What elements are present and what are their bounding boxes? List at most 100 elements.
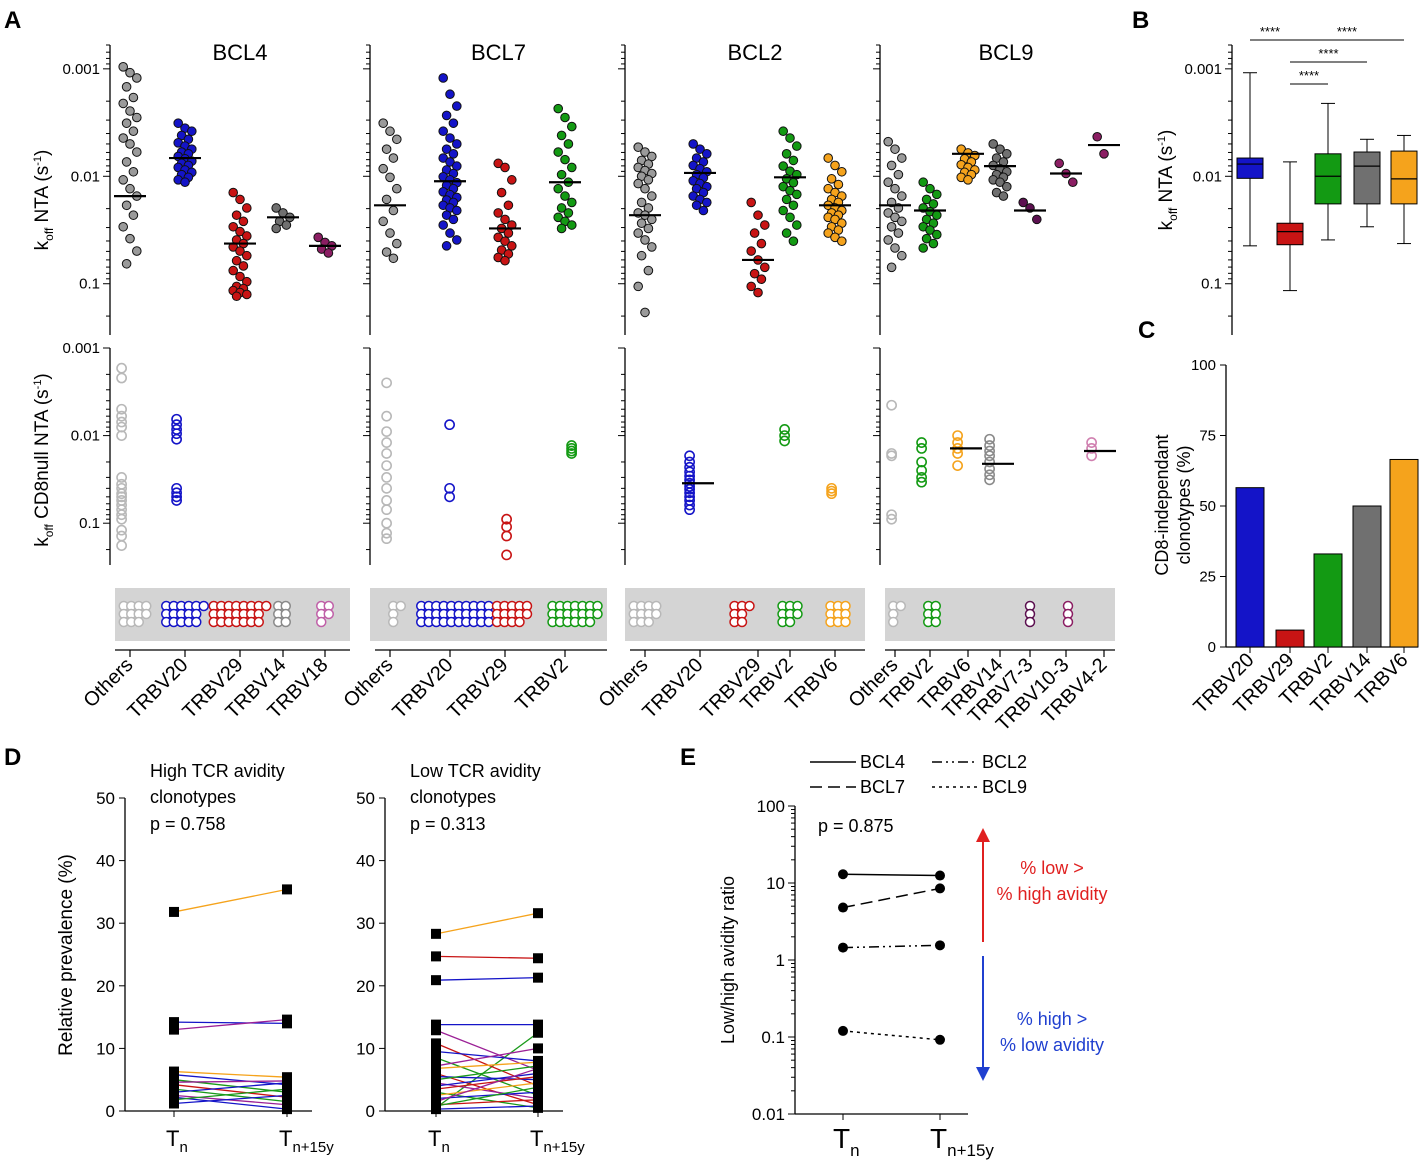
b-sig-label: **** [1318,46,1338,61]
strip-dot-bcl4-trbv18 [316,616,327,628]
dot-bcl4-trbv14 [271,223,282,234]
strip-dot-bcl9-others [888,616,899,628]
strip-dot-bcl4-trbv29 [253,616,264,628]
dot-bcl4-trbv29 [242,289,252,300]
open-dot-bcl7-others [381,533,392,545]
open-dot-bcl2-trbv6 [826,488,837,500]
dot-bcl2-trbv6 [833,179,844,190]
open-dot-bcl7-trbv20 [444,419,455,431]
d-ytick-label: 40 [356,852,375,871]
dot-bcl9-trbv14 [998,191,1009,201]
dot-bcl7-others [388,153,399,163]
open-dot-bcl9-trbv14 [984,474,995,486]
c-ytick-label: 25 [1199,569,1216,586]
e-xlabel: Tn [833,1123,860,1160]
d-line [435,1099,539,1106]
dot-bcl2-trbv6 [823,153,834,163]
dot-bcl4-others [118,221,128,232]
dot-bcl2-trbv29 [756,274,767,284]
d-ytick-label: 0 [106,1102,115,1121]
open-dot-bcl9-trbv14 [984,440,995,451]
open-dot-bcl7-trbv29 [501,549,512,561]
open-dot-bcl4-trbv20 [171,413,182,425]
dot-bcl9-others [886,221,897,232]
open-dot-bcl4-trbv20 [171,487,182,499]
dot-bcl9-trbv7-3 [1032,214,1042,225]
dot-bcl7-others [385,172,395,183]
d-marker [533,1027,543,1038]
open-dot-bcl4-trbv20 [171,433,182,445]
open-dot-bcl4-others [116,372,127,384]
dot-bcl2-others [633,142,644,152]
open-dot-bcl9-others [886,509,897,521]
d-marker [169,906,179,917]
dot-bcl9-trbv14 [995,177,1005,188]
dot-bcl4-others [125,233,135,244]
open-dot-bcl7-others [381,448,392,459]
e-pvalue: p = 0.875 [818,816,894,836]
open-dot-bcl7-trbv29 [501,530,512,542]
dot-bcl2-trbv29 [760,220,770,230]
dot-bcl4-others [118,175,128,185]
open-dot-bcl7-trbv20 [444,491,455,503]
strip-dot-bcl9-trbv2 [930,616,941,628]
panel-b: koff NTA (s-1) 0.001 0.01 0.1 **** **** **** **… [1156,24,1418,335]
dot-bcl7-trbv2 [553,147,564,157]
d-line [173,1094,288,1105]
d-line [435,1047,539,1067]
dot-bcl9-trbv6 [963,175,973,185]
strip-dot-bcl2-trbv29 [736,616,748,628]
b-sig-label: **** [1299,68,1319,83]
dot-bcl2-trbv20 [702,149,712,159]
b-box-trbv29 [1276,222,1304,246]
d-marker [431,975,441,986]
d-marker [431,1046,441,1057]
dot-bcl7-others [392,183,402,194]
b-axis-label: koff NTA (s-1) [1156,130,1180,231]
panel-e: Low/high avidity ratio 0.01 0.1 1 10 100 p = 0… [718,752,1108,1160]
dot-bcl7-trbv29 [493,208,504,218]
dot-bcl2-others [640,183,650,194]
dot-bcl4-trbv29 [228,221,238,232]
dot-bcl2-others [636,197,647,208]
dot-bcl2-others [640,147,650,157]
e-line-bcl4 [842,873,941,877]
strip-dot-bcl4-others [141,608,152,620]
open-dot-bcl2-trbv20 [684,504,695,516]
dot-bcl2-trbv29 [749,268,760,279]
open-dot-bcl2-trbv20 [684,487,695,499]
d-marker [533,1087,543,1098]
e-annotation-up-1: % low > [1020,858,1084,878]
open-dot-bcl9-others [886,513,897,525]
dot-bcl2-trbv2 [792,141,802,151]
dot-bcl4-trbv29 [238,216,249,227]
dot-bcl2-trbv29 [753,287,763,298]
dot-bcl7-trbv2 [556,169,567,180]
dot-bcl2-trbv20 [698,205,709,216]
d-title-line1: Low TCR avidity [410,761,541,781]
e-legend-label-bcl7: BCL7 [860,777,905,797]
dot-bcl2-others [636,250,647,261]
dot-bcl4-others [125,139,135,149]
a-xlabel-trbv20: TRBV20 [389,654,458,723]
open-dot-bcl2-trbv20 [684,491,695,503]
panel-d: Relative prevalence (%) 0 10 20 30 40 50 High T… [56,761,585,1156]
e-marker-bcl7 [935,883,945,894]
d-ytick-label: 30 [96,914,115,933]
dot-bcl7-trbv20 [445,157,455,167]
dot-bcl2-trbv6 [830,160,840,171]
panel-letter-a: A [4,7,21,34]
dot-bcl2-trbv2 [781,149,792,159]
dot-bcl2-trbv29 [753,210,763,220]
open-dot-bcl4-others [116,362,127,374]
dot-bcl9-trbv4-2 [1099,149,1109,159]
dot-bcl9-trbv4-2 [1092,131,1102,142]
d-line [435,912,539,935]
open-dot-bcl9-trbv2 [916,443,927,454]
d-pvalue: p = 0.758 [150,814,226,834]
dot-bcl4-trbv20 [173,118,183,128]
open-dot-bcl7-others [381,504,392,516]
strip-bg-bcl9 [885,588,1115,641]
d-pvalue: p = 0.313 [410,814,486,834]
dot-bcl2-trbv6 [823,228,834,238]
